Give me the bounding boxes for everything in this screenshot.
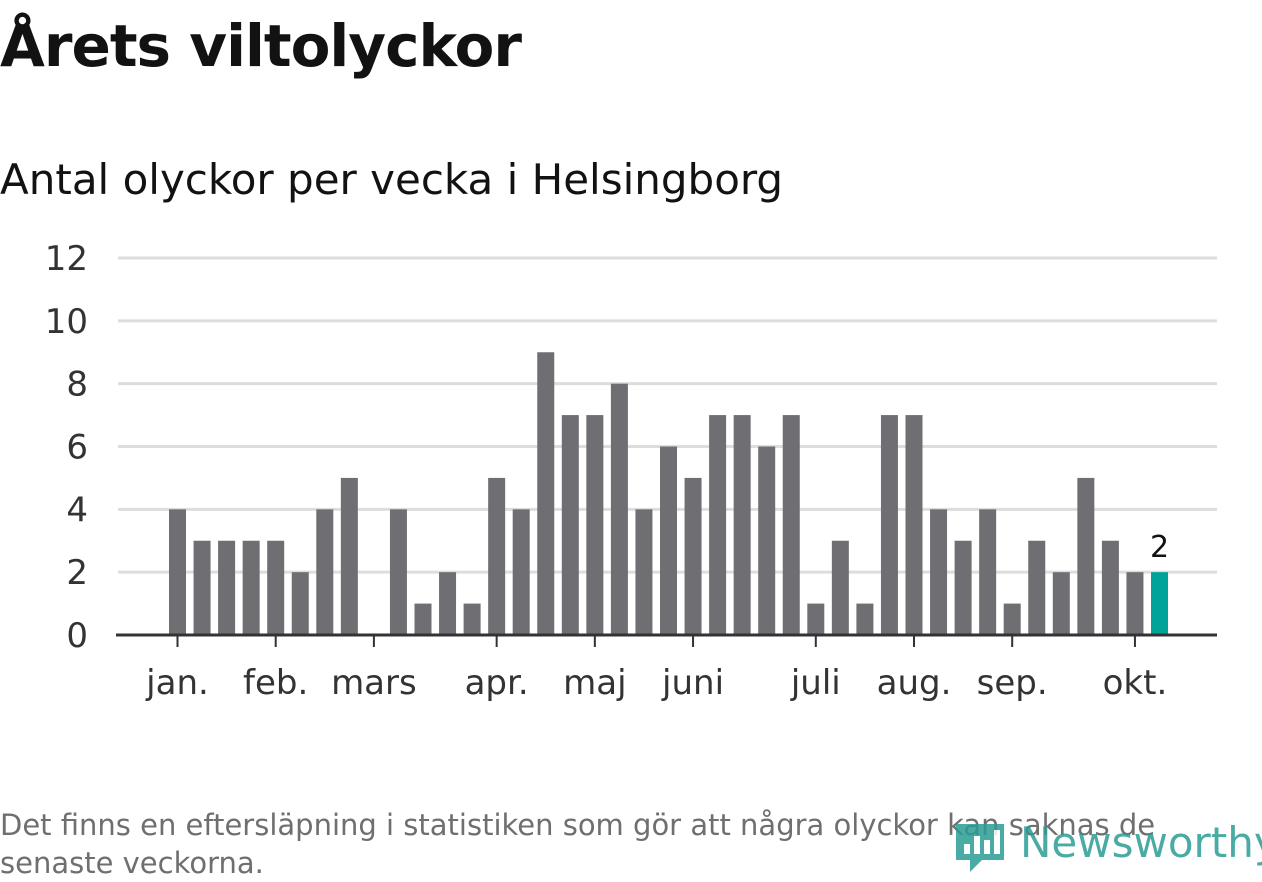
bar — [316, 509, 334, 635]
bar — [660, 446, 677, 635]
y-tick-label: 2 — [66, 553, 88, 593]
bar — [1077, 477, 1095, 635]
month-label: juni — [661, 663, 724, 703]
y-tick-label: 12 — [45, 239, 88, 279]
bar — [1052, 572, 1070, 635]
bar — [218, 540, 236, 635]
bar — [537, 352, 555, 635]
bar — [856, 603, 874, 635]
bar — [684, 477, 702, 635]
bar — [782, 415, 800, 635]
y-tick-label: 8 — [66, 365, 88, 405]
bar — [709, 415, 727, 635]
chart-subtitle: Antal olyckor per vecka i Helsingborg — [0, 155, 784, 204]
bar — [979, 509, 997, 635]
y-tick-label: 4 — [66, 490, 88, 530]
month-labels: jan. feb. mars apr. maj juni juli aug. sep. okt. — [145, 635, 1167, 703]
bar — [267, 540, 285, 635]
bar — [1126, 572, 1144, 635]
y-tick-label: 6 — [66, 428, 88, 468]
bar — [488, 477, 506, 635]
bar — [291, 572, 309, 635]
month-label: maj — [563, 663, 626, 703]
bar — [733, 415, 751, 635]
bar — [1101, 540, 1119, 635]
month-label: jan. — [145, 663, 209, 703]
month-label: sep. — [977, 663, 1048, 703]
bar — [586, 415, 604, 635]
bar — [512, 509, 530, 635]
bar — [561, 415, 579, 635]
bar — [610, 383, 628, 635]
bar-chart: 0 2 4 6 8 10 12 jan. feb. mars apr. maj juni juli aug… — [45, 239, 1217, 703]
bar — [1003, 603, 1021, 635]
month-label: okt. — [1103, 663, 1168, 703]
data-labels: 2 — [1150, 530, 1169, 565]
bar — [831, 540, 849, 635]
bar-highlight — [1151, 572, 1168, 635]
bar — [414, 603, 432, 635]
bar — [242, 540, 260, 635]
month-label: mars — [331, 663, 417, 703]
newsworthy-logo: Newsworthy — [948, 812, 1262, 878]
chart-title: Årets viltolyckor — [0, 12, 522, 80]
y-tick-label: 0 — [66, 616, 88, 656]
month-label: juli — [790, 663, 841, 703]
bar — [635, 509, 653, 635]
bar — [954, 540, 972, 635]
month-label: feb. — [243, 663, 308, 703]
newsworthy-brand: Newsworthy — [1020, 818, 1262, 867]
bar — [905, 415, 923, 635]
month-label: apr. — [465, 663, 529, 703]
bar — [1028, 540, 1046, 635]
y-axis-ticks: 0 2 4 6 8 10 12 — [45, 239, 88, 656]
bar — [930, 509, 948, 635]
bar — [880, 415, 898, 635]
bar — [439, 572, 457, 635]
y-tick-label: 10 — [45, 302, 88, 342]
bar — [169, 509, 186, 635]
bar — [340, 477, 358, 635]
month-label: aug. — [877, 663, 952, 703]
bar — [389, 509, 407, 635]
newsworthy-logo-icon — [956, 824, 1004, 872]
bars — [169, 352, 1168, 635]
bar — [758, 446, 776, 635]
highlight-value-label: 2 — [1150, 530, 1169, 565]
bar — [463, 603, 481, 635]
bar — [193, 540, 211, 635]
bar — [807, 603, 825, 635]
